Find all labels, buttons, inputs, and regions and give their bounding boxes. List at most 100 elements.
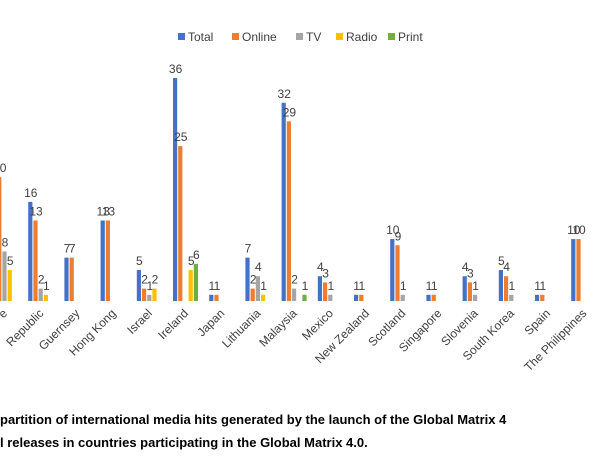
legend-label: Print — [398, 30, 423, 44]
value-label: 4 — [255, 260, 262, 274]
bar — [426, 294, 431, 301]
bar — [214, 294, 219, 301]
bar — [69, 257, 74, 301]
bar — [323, 282, 328, 301]
value-label: 2 — [250, 273, 257, 287]
bar — [173, 78, 178, 301]
value-label: 1 — [358, 279, 365, 293]
value-label: 1 — [214, 279, 221, 293]
bar — [188, 270, 193, 301]
value-label: 8 — [2, 235, 9, 249]
bar — [400, 294, 405, 301]
bar — [354, 294, 359, 301]
legend-swatch — [178, 33, 185, 40]
x-tick-label: e — [0, 306, 10, 321]
value-label: 7 — [64, 242, 71, 256]
value-label: 4 — [317, 260, 324, 274]
legend-swatch — [388, 33, 395, 40]
value-label: 10 — [567, 223, 581, 237]
value-label: 4 — [462, 260, 469, 274]
bar — [504, 276, 509, 301]
bar — [255, 276, 260, 301]
x-tick-label: Lithuania — [219, 306, 264, 351]
bar — [509, 294, 514, 301]
bar — [147, 294, 152, 301]
legend-label: Radio — [346, 30, 378, 44]
bar — [33, 220, 38, 301]
legend-swatch — [296, 33, 303, 40]
value-label: 1 — [534, 279, 541, 293]
value-label: 13 — [29, 204, 43, 218]
value-label: 2 — [38, 273, 45, 287]
bar — [245, 257, 250, 301]
value-label: 1 — [302, 279, 309, 293]
x-tick-label: Malaysia — [256, 306, 300, 350]
value-label: 5 — [188, 254, 195, 268]
value-label: 6 — [193, 248, 200, 262]
bar — [317, 276, 322, 301]
value-label: 7 — [245, 242, 252, 256]
bar — [359, 294, 364, 301]
value-label: 1 — [327, 279, 334, 293]
bar — [152, 288, 157, 301]
value-label: 1 — [260, 279, 267, 293]
value-label: 3 — [322, 266, 329, 280]
legend-label: Total — [188, 30, 213, 44]
value-label: 2 — [152, 273, 159, 287]
bar — [38, 288, 43, 301]
bar — [462, 276, 467, 301]
value-label: 3 — [467, 266, 474, 280]
legend-label: Online — [242, 30, 277, 44]
bar — [142, 288, 147, 301]
bar — [328, 294, 333, 301]
bar — [431, 294, 436, 301]
value-label: 5 — [136, 254, 143, 268]
bar — [250, 288, 255, 301]
bar — [193, 263, 198, 301]
bar — [473, 294, 478, 301]
bar — [178, 146, 183, 301]
value-label: 7 — [69, 242, 76, 256]
x-tick-label: Israel — [124, 306, 155, 337]
value-label: 1 — [426, 279, 433, 293]
bar — [498, 270, 503, 301]
value-label: 25 — [174, 130, 188, 144]
value-label: 2 — [291, 273, 298, 287]
x-tick-label: Japan — [194, 306, 227, 339]
bar — [100, 220, 105, 301]
value-label: 1 — [208, 279, 215, 293]
bar — [43, 294, 48, 301]
bar — [105, 220, 110, 301]
bar — [209, 294, 214, 301]
value-label: 1 — [431, 279, 438, 293]
value-label: 4 — [503, 260, 510, 274]
value-label: 1 — [539, 279, 546, 293]
x-tick-label: Ireland — [155, 306, 191, 342]
bar — [576, 239, 581, 301]
bar — [136, 270, 141, 301]
value-label: 1 — [472, 279, 479, 293]
value-label: 32 — [278, 87, 292, 101]
bar — [261, 294, 266, 301]
value-label: 29 — [283, 105, 297, 119]
value-label: 1 — [353, 279, 360, 293]
bar — [302, 294, 307, 301]
bar — [0, 177, 2, 301]
legend-swatch — [336, 33, 343, 40]
caption-line: l releases in countries participating in… — [0, 435, 368, 450]
value-label: 20 — [0, 161, 7, 175]
bar — [281, 102, 286, 302]
value-label: 5 — [7, 254, 14, 268]
bar — [286, 121, 291, 301]
value-label: 2 — [141, 273, 148, 287]
bar — [28, 201, 33, 301]
value-label: 13 — [97, 204, 111, 218]
x-tick-label: Spain — [522, 306, 554, 338]
value-label: 5 — [498, 254, 505, 268]
bar — [535, 294, 540, 301]
value-label: 16 — [24, 186, 38, 200]
bar — [571, 239, 576, 301]
caption-line: partition of international media hits ge… — [0, 412, 507, 427]
